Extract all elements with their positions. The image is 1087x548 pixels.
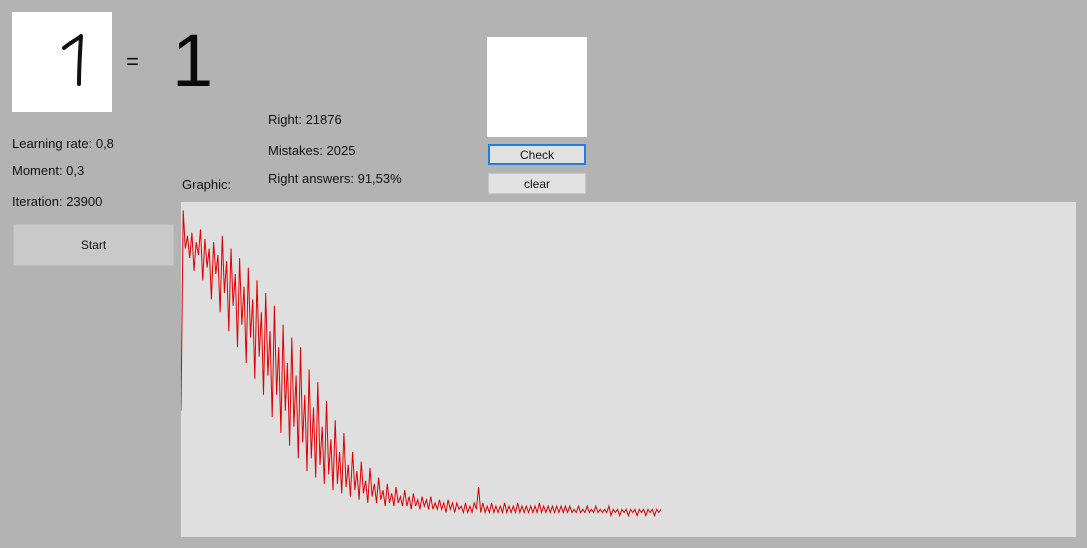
- moment-label: Moment: 0,3: [12, 163, 84, 178]
- iteration-label: Iteration: 23900: [12, 194, 102, 209]
- input-preview-canvas: [12, 12, 112, 112]
- recognized-digit: 1: [172, 18, 213, 104]
- learning-rate-label: Learning rate: 0,8: [12, 136, 114, 151]
- start-button[interactable]: Start: [13, 224, 174, 266]
- graphic-label: Graphic:: [182, 177, 231, 192]
- right-answers-label: Right answers: 91,53%: [268, 171, 402, 186]
- error-graph: [181, 202, 1076, 537]
- equals-sign: =: [126, 49, 139, 75]
- drawing-canvas[interactable]: [487, 37, 587, 137]
- error-graph-svg: [181, 202, 1076, 537]
- check-button[interactable]: Check: [488, 144, 586, 165]
- clear-button[interactable]: clear: [488, 173, 586, 194]
- series-line-error: [181, 210, 661, 515]
- mistakes-count-label: Mistakes: 2025: [268, 143, 355, 158]
- right-count-label: Right: 21876: [268, 112, 342, 127]
- handwritten-digit-preview-icon: [12, 12, 112, 112]
